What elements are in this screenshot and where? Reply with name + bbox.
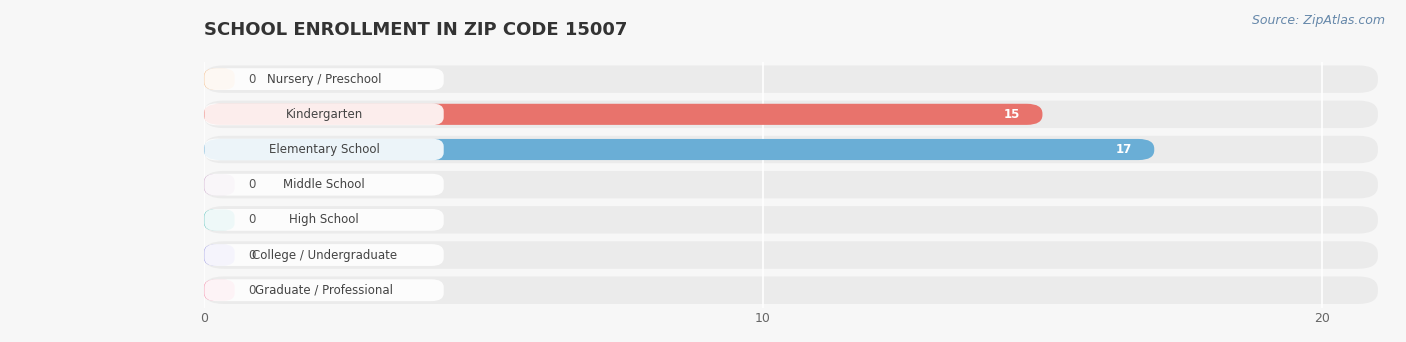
Text: Nursery / Preschool: Nursery / Preschool bbox=[267, 73, 381, 86]
FancyBboxPatch shape bbox=[204, 276, 1378, 304]
FancyBboxPatch shape bbox=[204, 104, 1042, 125]
Text: 17: 17 bbox=[1115, 143, 1132, 156]
Text: SCHOOL ENROLLMENT IN ZIP CODE 15007: SCHOOL ENROLLMENT IN ZIP CODE 15007 bbox=[204, 21, 627, 39]
FancyBboxPatch shape bbox=[204, 139, 1154, 160]
FancyBboxPatch shape bbox=[204, 139, 444, 160]
Text: 0: 0 bbox=[249, 178, 256, 191]
FancyBboxPatch shape bbox=[204, 280, 235, 301]
Text: 15: 15 bbox=[1004, 108, 1021, 121]
FancyBboxPatch shape bbox=[204, 244, 444, 266]
FancyBboxPatch shape bbox=[204, 171, 1378, 198]
Text: 0: 0 bbox=[249, 284, 256, 297]
Text: Graduate / Professional: Graduate / Professional bbox=[254, 284, 394, 297]
FancyBboxPatch shape bbox=[204, 174, 235, 195]
Text: Elementary School: Elementary School bbox=[269, 143, 380, 156]
Text: 0: 0 bbox=[249, 73, 256, 86]
FancyBboxPatch shape bbox=[204, 241, 1378, 269]
FancyBboxPatch shape bbox=[204, 65, 1378, 93]
FancyBboxPatch shape bbox=[204, 103, 444, 125]
Text: Source: ZipAtlas.com: Source: ZipAtlas.com bbox=[1251, 14, 1385, 27]
FancyBboxPatch shape bbox=[204, 68, 444, 90]
Text: 0: 0 bbox=[249, 249, 256, 262]
FancyBboxPatch shape bbox=[204, 245, 235, 266]
FancyBboxPatch shape bbox=[204, 69, 235, 90]
Text: 0: 0 bbox=[249, 213, 256, 226]
FancyBboxPatch shape bbox=[204, 209, 444, 231]
Text: College / Undergraduate: College / Undergraduate bbox=[252, 249, 396, 262]
FancyBboxPatch shape bbox=[204, 101, 1378, 128]
FancyBboxPatch shape bbox=[204, 279, 444, 301]
FancyBboxPatch shape bbox=[204, 209, 235, 231]
Text: High School: High School bbox=[290, 213, 359, 226]
FancyBboxPatch shape bbox=[204, 136, 1378, 163]
Text: Middle School: Middle School bbox=[283, 178, 366, 191]
FancyBboxPatch shape bbox=[204, 174, 444, 196]
FancyBboxPatch shape bbox=[204, 206, 1378, 234]
Text: Kindergarten: Kindergarten bbox=[285, 108, 363, 121]
